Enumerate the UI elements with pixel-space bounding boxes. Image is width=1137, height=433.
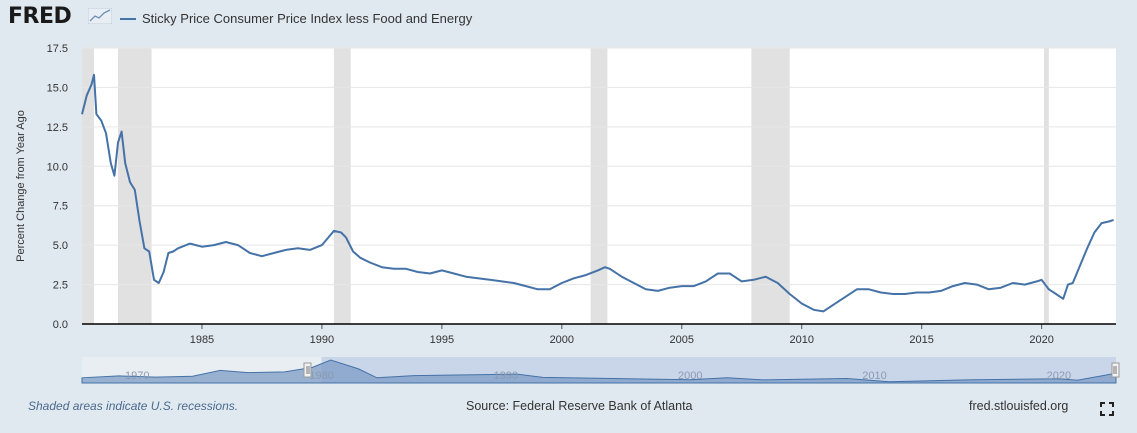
navigator-series-area — [81, 359, 1117, 384]
legend-label: Sticky Price Consumer Price Index less F… — [142, 11, 473, 26]
x-axis-ticks: 1985 1990 1995 2000 2005 2010 2015 2020 — [190, 324, 1054, 346]
fred-graph-icon — [88, 8, 112, 24]
x-tick-label: 2020 — [1029, 334, 1053, 346]
navigator-label: 2010 — [862, 370, 886, 382]
y-tick-label: 5.0 — [53, 240, 68, 252]
x-tick-label: 1990 — [310, 334, 334, 346]
recession-band — [333, 48, 351, 324]
fullscreen-icon[interactable] — [1100, 402, 1114, 416]
chart-header: FRED Sticky Price Consumer Price Index l… — [0, 0, 1137, 40]
fred-logo[interactable]: FRED — [8, 4, 72, 29]
y-tick-label: 0.0 — [53, 319, 68, 331]
navigator-right-handle[interactable] — [1111, 362, 1120, 378]
y-tick-label: 2.5 — [53, 280, 68, 292]
recession-note: Shaded areas indicate U.S. recessions. — [28, 399, 239, 413]
source-text: Source: Federal Reserve Bank of Atlanta — [466, 399, 693, 413]
navigator-left-handle[interactable] — [303, 362, 312, 378]
y-axis-ticks: 0.0 2.5 5.0 7.5 10.0 12.5 15.0 17.5 — [47, 43, 68, 331]
x-tick-label: 1995 — [430, 334, 454, 346]
chart-legend[interactable]: Sticky Price Consumer Price Index less F… — [120, 11, 472, 26]
navigator-label: 2020 — [1047, 370, 1071, 382]
navigator-label: 1980 — [309, 370, 333, 382]
x-tick-label: 1985 — [190, 334, 214, 346]
recession-band — [1044, 48, 1049, 324]
x-tick-label: 2010 — [789, 334, 813, 346]
chart: 0.0 2.5 5.0 7.5 10.0 12.5 15.0 17.5 1985 1990 199… — [15, 43, 1120, 384]
y-axis-label: Percent Change from Year Ago — [15, 110, 27, 262]
x-tick-label: 2015 — [909, 334, 933, 346]
navigator-labels: 1970 1980 1990 2000 2010 2020 — [125, 370, 1071, 382]
data-series-line[interactable] — [81, 73, 1114, 313]
recession-band — [590, 48, 608, 324]
recession-band — [82, 48, 94, 324]
site-link[interactable]: fred.stlouisfed.org — [969, 399, 1069, 413]
y-tick-label: 10.0 — [47, 161, 68, 173]
recession-band — [751, 48, 790, 324]
navigator-label: 2000 — [678, 370, 702, 382]
x-tick-label: 2005 — [670, 334, 694, 346]
x-tick-label: 2000 — [550, 334, 574, 346]
y-tick-label: 7.5 — [53, 201, 68, 213]
navigator-label: 1990 — [494, 370, 518, 382]
recession-band — [117, 48, 152, 324]
y-tick-label: 17.5 — [47, 43, 68, 55]
y-tick-label: 15.0 — [47, 82, 68, 94]
legend-swatch — [120, 17, 136, 20]
y-gridlines — [82, 47, 1116, 286]
y-tick-label: 12.5 — [47, 122, 68, 134]
navigator-label: 1970 — [125, 370, 149, 382]
